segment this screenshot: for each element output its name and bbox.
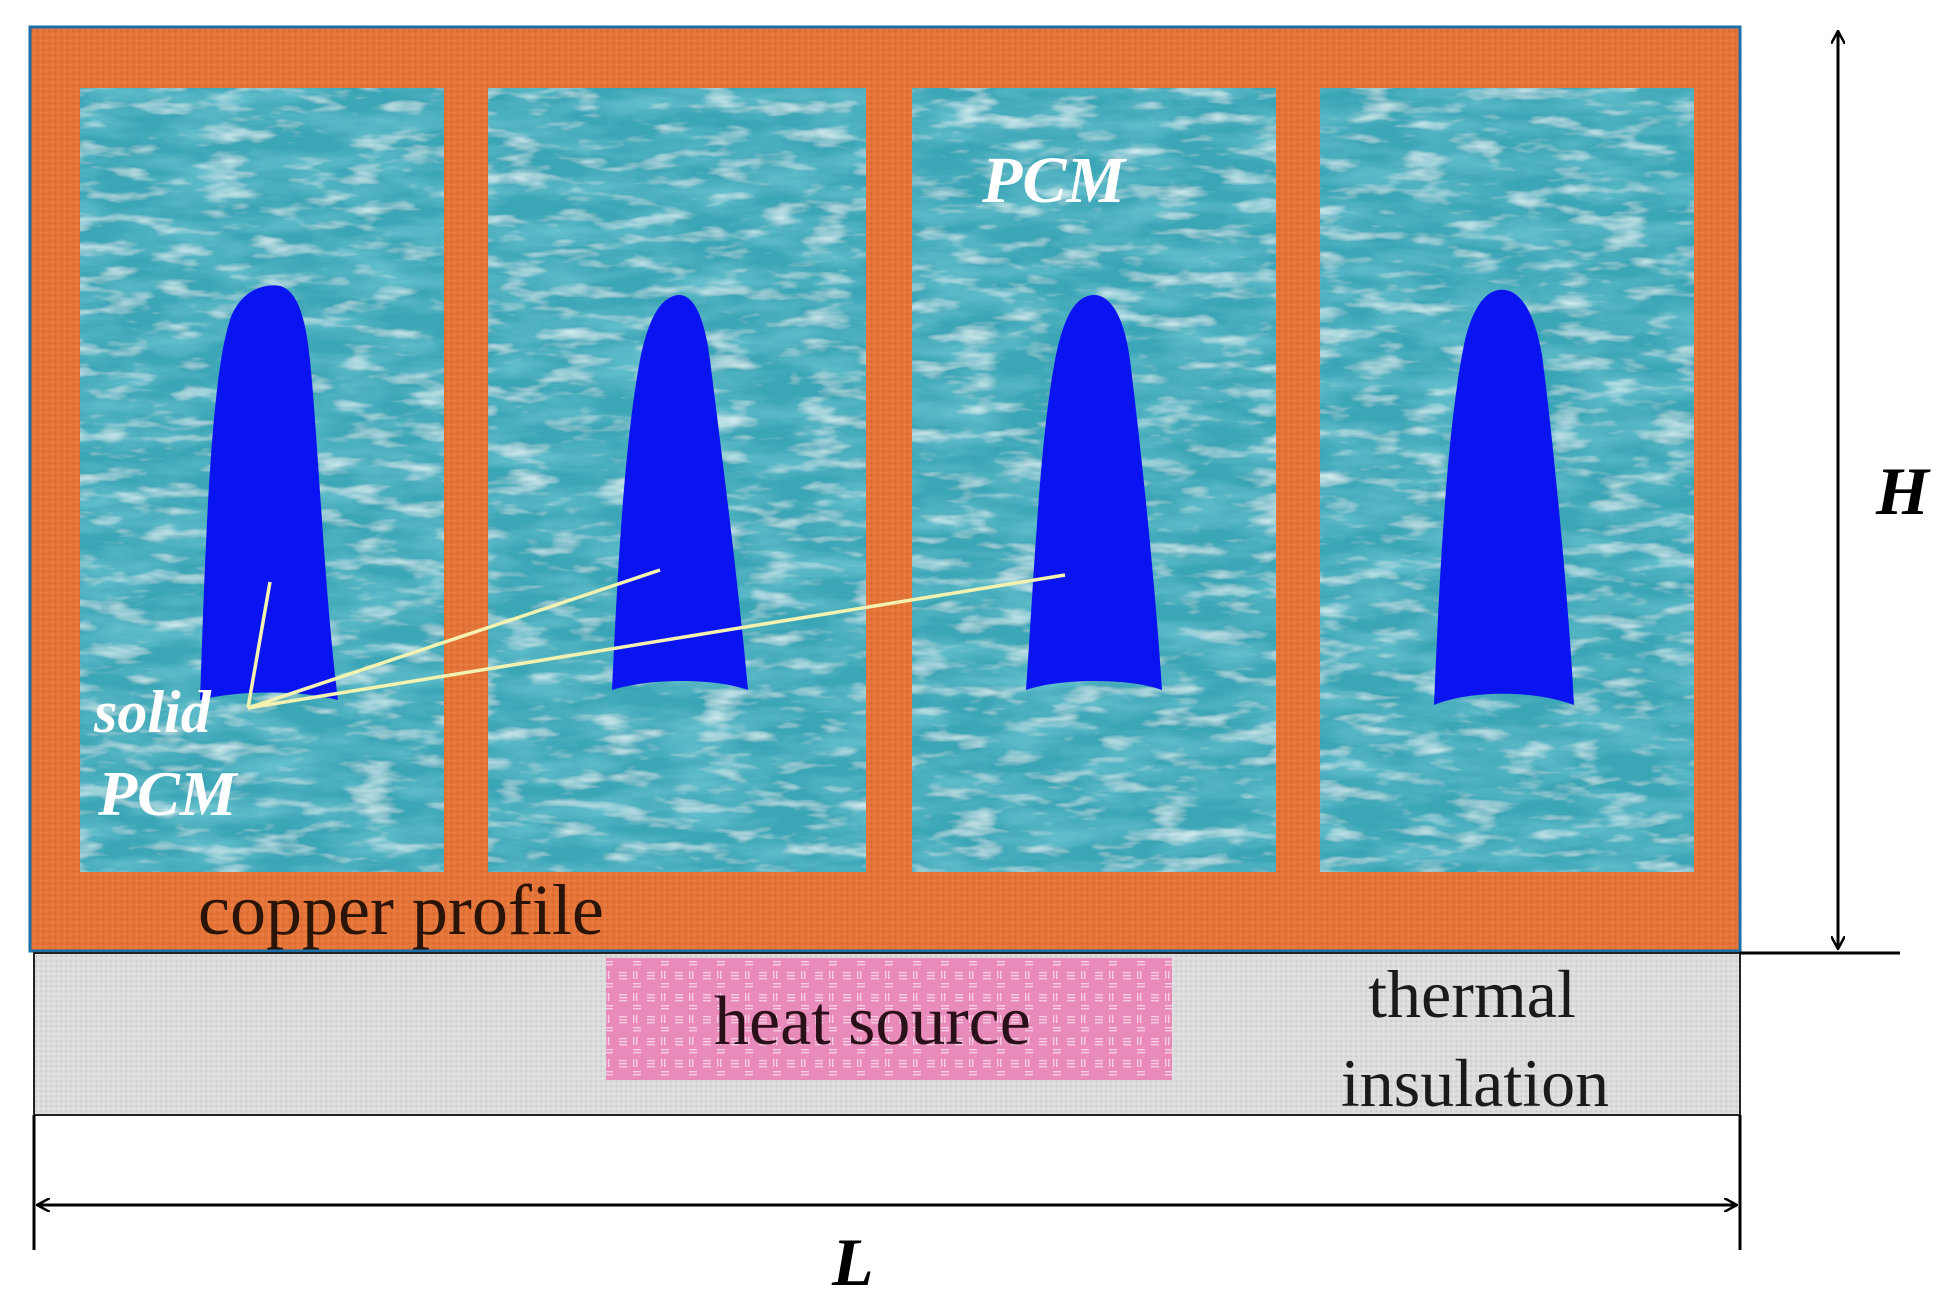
leader-line-1 (246, 581, 272, 709)
solid-pcm-label-line1: solid (93, 679, 212, 745)
copper-profile-label: copper profile (198, 870, 604, 950)
solid-pcm-3 (1026, 295, 1162, 690)
solid-pcm-1 (200, 285, 338, 700)
pcm-cells (80, 88, 1694, 872)
insulation-label-line1: thermal (1368, 956, 1576, 1032)
solid-pcm-leader-lines (246, 568, 1066, 710)
leader-line-3 (247, 573, 1066, 710)
solid-pcm-2 (612, 295, 748, 690)
insulation-label-line2: insulation (1341, 1045, 1609, 1121)
height-dimension (1740, 32, 1900, 955)
solid-pcm-label-line2: PCM (97, 758, 239, 829)
heat-source (606, 958, 1172, 1080)
pcm-label: PCM (981, 144, 1127, 217)
heat-source-label: heat source (714, 983, 1031, 1060)
leader-line-2 (247, 568, 661, 710)
length-dimension (32, 1115, 1742, 1250)
height-label: H (1875, 453, 1931, 529)
solid-pcm-shapes (200, 285, 1574, 705)
solid-pcm-4 (1434, 289, 1574, 705)
length-label: L (831, 1224, 874, 1299)
